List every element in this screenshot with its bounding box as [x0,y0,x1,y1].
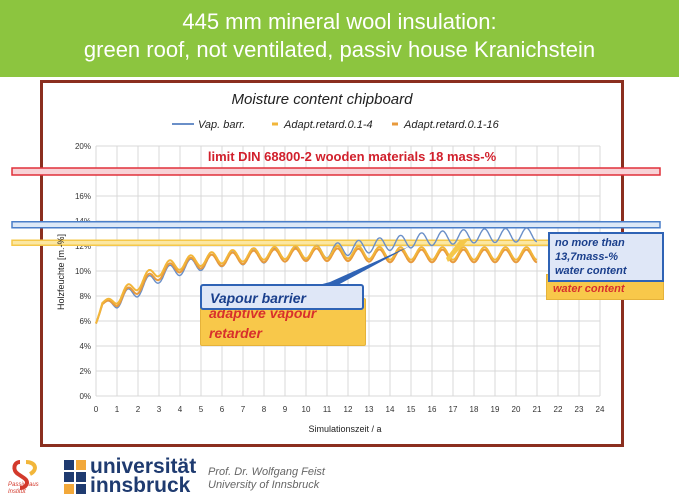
vapour-barrier-label: Vapour barrier [210,290,306,306]
logo-caption-line2: Institut [8,489,26,495]
uni-name: universität innsbruck [90,455,197,497]
series-line-1 [95,245,538,324]
adaptive-callout-line2: retarder [209,325,262,341]
water-content-red-label: water content [553,283,625,295]
x-tick-label: 3 [157,405,162,414]
series-line-2 [95,247,538,324]
x-tick-label: 5 [199,405,204,414]
x-tick-label: 18 [470,405,479,414]
x-tick-label: 1 [115,405,120,414]
y-tick-label: 2% [79,367,91,376]
x-tick-label: 20 [512,405,521,414]
gridlines [95,145,601,397]
limit-line-18 [11,167,661,176]
slide-header: 445 mm mineral wool insulation: green ro… [0,0,679,77]
x-tick-label: 22 [554,405,563,414]
y-tick-label: 16% [75,192,91,201]
uni-name-line2: innsbruck [90,474,191,497]
max-callout-line1: no more than [555,237,625,249]
callout-arrow-yellow [446,238,470,262]
y-tick-label: 6% [79,317,91,326]
x-tick-label: 15 [407,405,416,414]
x-axis-label: Simulationszeit / a [308,424,381,434]
passivhaus-logo [12,460,37,490]
x-tick-label: 2 [136,405,141,414]
logo-caption-line1: Passivhaus [8,482,39,488]
x-tick-label: 14 [386,405,395,414]
x-tick-label: 21 [533,405,542,414]
y-tick-label: 4% [79,342,91,351]
author-name: Prof. Dr. Wolfgang Feist [208,466,325,478]
max-callout-line2: 13,7mass-% [555,251,618,263]
uni-name-line1: universität [90,455,197,478]
max-water-callout: no more than 13,7mass-% water content [548,232,664,282]
y-tick-label: 8% [79,292,91,301]
legend-label-vap: Vap. barr. [198,119,246,131]
legend-label-adapt16: Adapt.retard.0.1-16 [403,119,500,131]
max-line-13-7 [11,221,661,229]
x-tick-label: 23 [575,405,584,414]
author-block: Prof. Dr. Wolfgang Feist University of I… [208,466,325,492]
max-callout-line3: water content [555,265,627,277]
vapour-barrier-callout: Vapour barrier [200,284,364,310]
x-tick-label: 8 [262,405,267,414]
x-tick-labels: 0 1 2 3 4 5 6 7 8 9 10 11 12 13 14 15 16 17 18 19 20 21 22 23 24 [94,405,605,414]
uni-logo-mark [64,460,86,494]
y-tick-label: 12% [75,242,91,251]
y-tick-labels: 0%2%4%6%8%10%12%14%16%18%20% [75,142,91,401]
logo-caption: Passivhaus Institut [8,482,39,496]
legend: Vap. barr. Adapt.retard.0.1-4 Adapt.reta… [172,119,500,131]
legend-label-adapt4: Adapt.retard.0.1-4 [283,119,373,131]
x-tick-label: 6 [220,405,225,414]
x-tick-label: 4 [178,405,183,414]
y-tick-label: 10% [75,267,91,276]
y-axis-label: Holzfeuchte [m.-%] [56,234,66,310]
x-tick-label: 7 [241,405,246,414]
limit-label: limit DIN 68800-2 wooden materials 18 ma… [208,149,497,164]
x-tick-label: 12 [344,405,353,414]
x-tick-label: 16 [428,405,437,414]
y-tick-label: 20% [75,142,91,151]
author-affiliation: University of Innsbruck [208,479,320,491]
x-tick-label: 10 [302,405,311,414]
x-tick-label: 19 [491,405,500,414]
slide-title-line2: green roof, not ventilated, passiv house… [83,37,596,62]
x-tick-label: 0 [94,405,99,414]
x-tick-label: 9 [283,405,288,414]
x-tick-label: 24 [596,405,605,414]
chart-title: Moisture content chipboard [232,91,414,108]
x-tick-label: 17 [449,405,458,414]
y-tick-label: 0% [79,392,91,401]
x-tick-label: 11 [323,405,332,414]
x-tick-label: 13 [365,405,374,414]
series-lines [95,227,538,324]
slide-title-line1: 445 mm mineral wool insulation: [182,9,497,34]
